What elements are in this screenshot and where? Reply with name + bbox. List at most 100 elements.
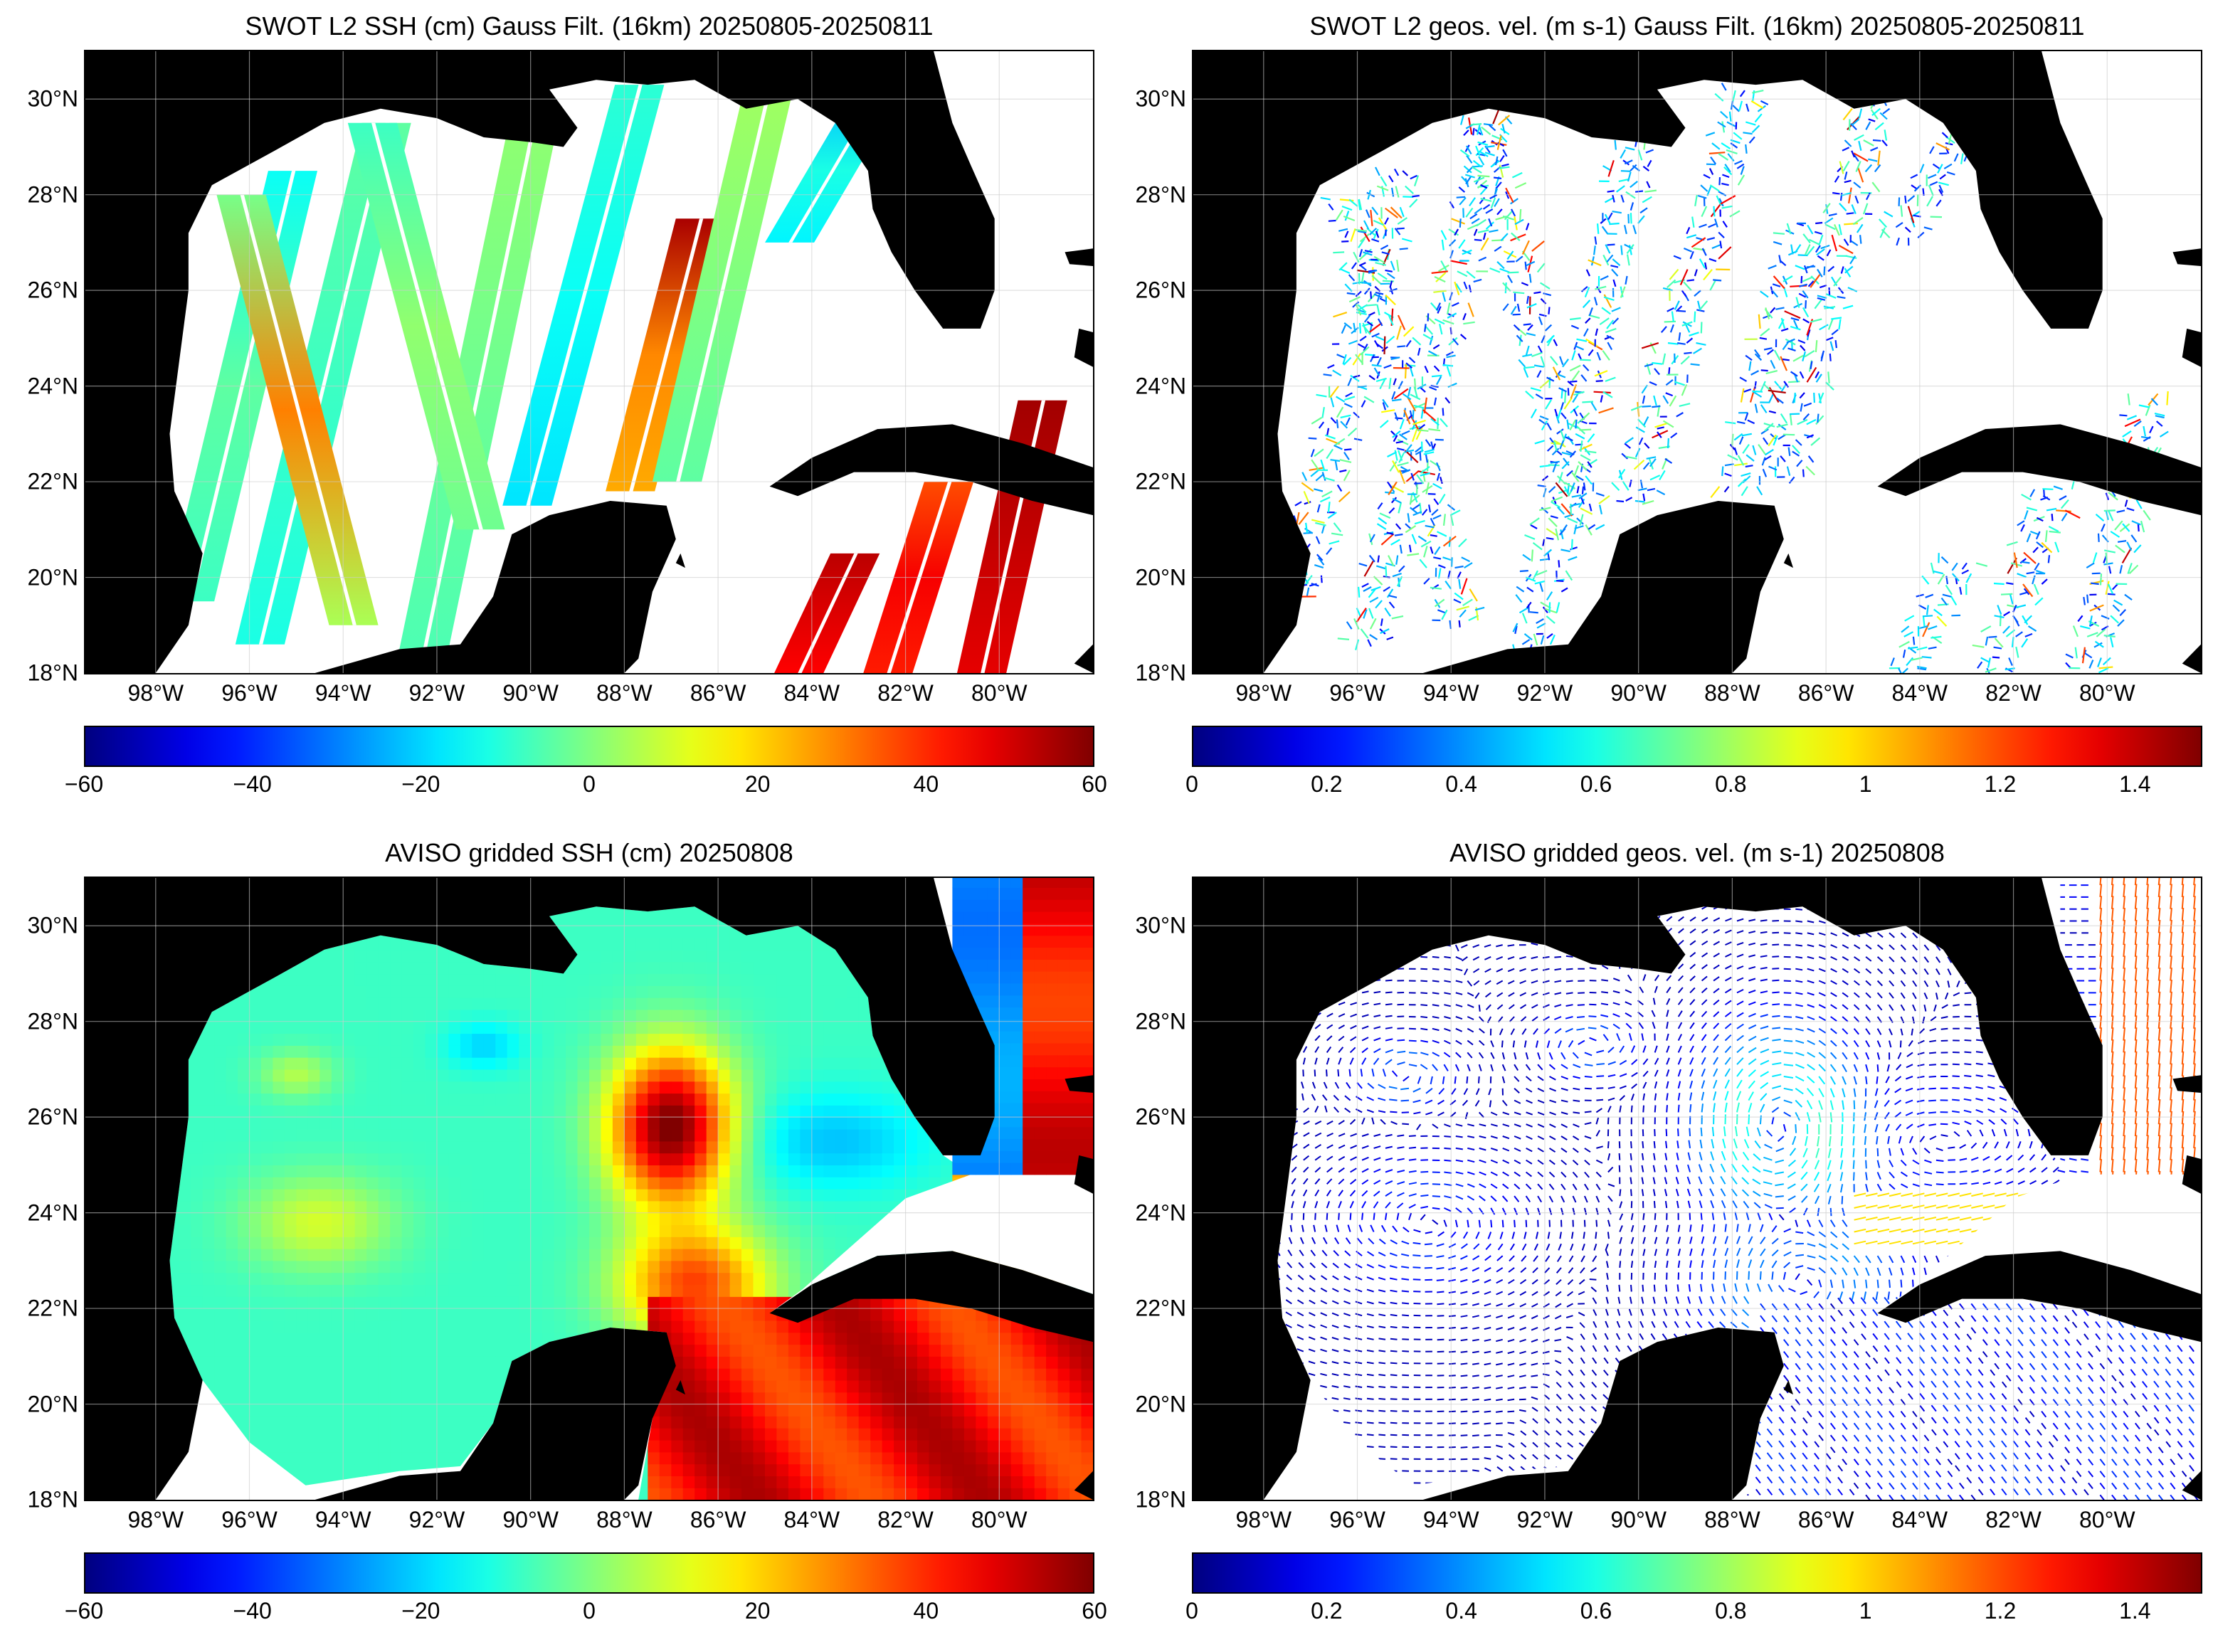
map-canvas	[1193, 51, 2201, 673]
lon-tick-label: 88°W	[596, 1507, 653, 1532]
lon-tick-label: 82°W	[1985, 680, 2042, 706]
colorbar-tick-label: 0	[1185, 1598, 1198, 1624]
lon-tick-label: 90°W	[502, 680, 559, 706]
lat-tick-label: 28°N	[27, 181, 79, 208]
land-mask	[1193, 51, 2201, 673]
lat-tick-label: 22°N	[27, 1295, 79, 1321]
lon-tick-label: 80°W	[971, 680, 1028, 706]
land-bahamas2	[1074, 1155, 1093, 1194]
lat-tick-label: 28°N	[1135, 181, 1187, 208]
colorbar-tick-label: 0.6	[1580, 1598, 1612, 1624]
colorbar-tick-label: 0.4	[1445, 1598, 1477, 1624]
land-yucatan_tip	[675, 553, 685, 568]
colorbar-velocity	[1192, 1552, 2202, 1594]
lon-tick-label: 96°W	[221, 1507, 278, 1532]
graticule	[1193, 878, 2201, 1500]
colorbar-tick-label: 0.2	[1311, 1598, 1343, 1624]
lat-tick-label: 26°N	[1135, 1103, 1187, 1130]
colorbar-tick-label: −20	[401, 1598, 440, 1624]
lat-tick-label: 20°N	[1135, 1391, 1187, 1417]
land-cuba	[769, 424, 1093, 516]
lon-tick-label: 86°W	[1797, 1507, 1854, 1532]
lon-tick-label: 90°W	[502, 1507, 559, 1532]
land-bahamas1	[2172, 248, 2201, 266]
map-aviso-velocity	[1192, 877, 2202, 1501]
lat-tick-label: 26°N	[1135, 277, 1187, 303]
map-canvas	[85, 878, 1093, 1500]
panel-title: SWOT L2 SSH (cm) Gauss Filt. (16km) 2025…	[245, 11, 934, 41]
colorbar-tick-label: 1.4	[2119, 1598, 2151, 1624]
colorbar-tick-label: 0.4	[1445, 771, 1477, 797]
lon-tick-label: 80°W	[2079, 1507, 2135, 1532]
colorbar-tick-label: −40	[233, 771, 272, 797]
map-canvas	[85, 51, 1093, 673]
lat-tick-label: 28°N	[27, 1008, 79, 1034]
lon-tick-label: 96°W	[221, 680, 278, 706]
land-gulfcoast	[85, 51, 995, 673]
colorbar-tick-label: 1.4	[2119, 771, 2151, 797]
lon-tick-label: 82°W	[877, 680, 934, 706]
lon-tick-label: 84°W	[783, 680, 840, 706]
lon-tick-label: 98°W	[127, 680, 184, 706]
lon-tick-label: 84°W	[1891, 1507, 1948, 1532]
land-bahamas2	[1074, 328, 1093, 367]
colorbar-tick-label: 0.2	[1311, 771, 1343, 797]
lon-tick-label: 84°W	[783, 1507, 840, 1532]
colorbar-tick-label: 60	[1082, 1598, 1107, 1624]
lat-tick-label: 28°N	[1135, 1008, 1187, 1034]
lat-tick-label: 30°N	[27, 912, 79, 938]
lon-tick-label: 86°W	[1797, 680, 1854, 706]
lon-tick-label: 92°W	[408, 1507, 465, 1532]
colorbar-tick-label: 0	[1185, 771, 1198, 797]
lat-tick-label: 18°N	[1135, 1486, 1187, 1513]
colorbar-velocity	[1192, 726, 2202, 767]
land-gulfcoast	[85, 878, 995, 1500]
colorbar-tick-label: 20	[744, 1598, 771, 1624]
panel-title: AVISO gridded SSH (cm) 20250808	[385, 838, 793, 867]
colorbar-tick-label: 0	[583, 1598, 596, 1624]
lat-tick-label: 30°N	[1135, 85, 1187, 112]
colorbar-tick-label: 0.6	[1580, 771, 1612, 797]
colorbar-tick-label: 40	[913, 1598, 939, 1624]
graticule	[85, 878, 1093, 1500]
land-yucatan	[1422, 1328, 1784, 1500]
land-bahamas2	[2182, 1155, 2201, 1194]
colorbar-tick-label: 1.2	[1984, 771, 2017, 797]
land-bahamas2	[2182, 328, 2201, 367]
land-yucatan_tip	[675, 1380, 685, 1395]
land-jamaica	[1074, 644, 1093, 673]
lon-tick-label: 90°W	[1610, 1507, 1667, 1532]
colorbar-tick-label: −20	[401, 771, 440, 797]
lon-tick-label: 94°W	[1422, 680, 1479, 706]
lat-tick-label: 20°N	[1135, 564, 1187, 591]
land-yucatan	[1422, 501, 1784, 673]
land-bahamas1	[1065, 1075, 1093, 1093]
lon-tick-label: 80°W	[2079, 680, 2135, 706]
graticule	[85, 51, 1093, 673]
lat-tick-label: 18°N	[27, 660, 79, 686]
land-cuba	[1877, 1251, 2201, 1343]
lon-tick-label: 84°W	[1891, 680, 1948, 706]
map-canvas	[1193, 878, 2201, 1500]
land-cuba	[1877, 424, 2201, 516]
lat-tick-label: 26°N	[27, 277, 79, 303]
lat-tick-label: 22°N	[1135, 468, 1187, 494]
land-yucatan_tip	[1783, 1380, 1793, 1395]
lon-tick-label: 82°W	[877, 1507, 934, 1532]
lon-tick-label: 94°W	[1422, 1507, 1479, 1532]
land-yucatan	[315, 1328, 676, 1500]
lat-tick-label: 20°N	[27, 564, 79, 591]
lat-tick-label: 24°N	[27, 373, 79, 399]
lon-tick-label: 98°W	[1235, 1507, 1292, 1532]
lon-tick-label: 88°W	[1704, 680, 1760, 706]
land-jamaica	[2182, 1471, 2201, 1500]
map-swot-velocity	[1192, 50, 2202, 674]
land-mask	[85, 51, 1093, 673]
lat-tick-label: 18°N	[27, 1486, 79, 1513]
lon-tick-label: 94°W	[315, 680, 371, 706]
land-mask	[85, 878, 1093, 1500]
lon-tick-label: 88°W	[596, 680, 653, 706]
map-swot-ssh	[84, 50, 1094, 674]
colorbar-tick-label: −60	[64, 1598, 104, 1624]
lon-tick-label: 88°W	[1704, 1507, 1760, 1532]
